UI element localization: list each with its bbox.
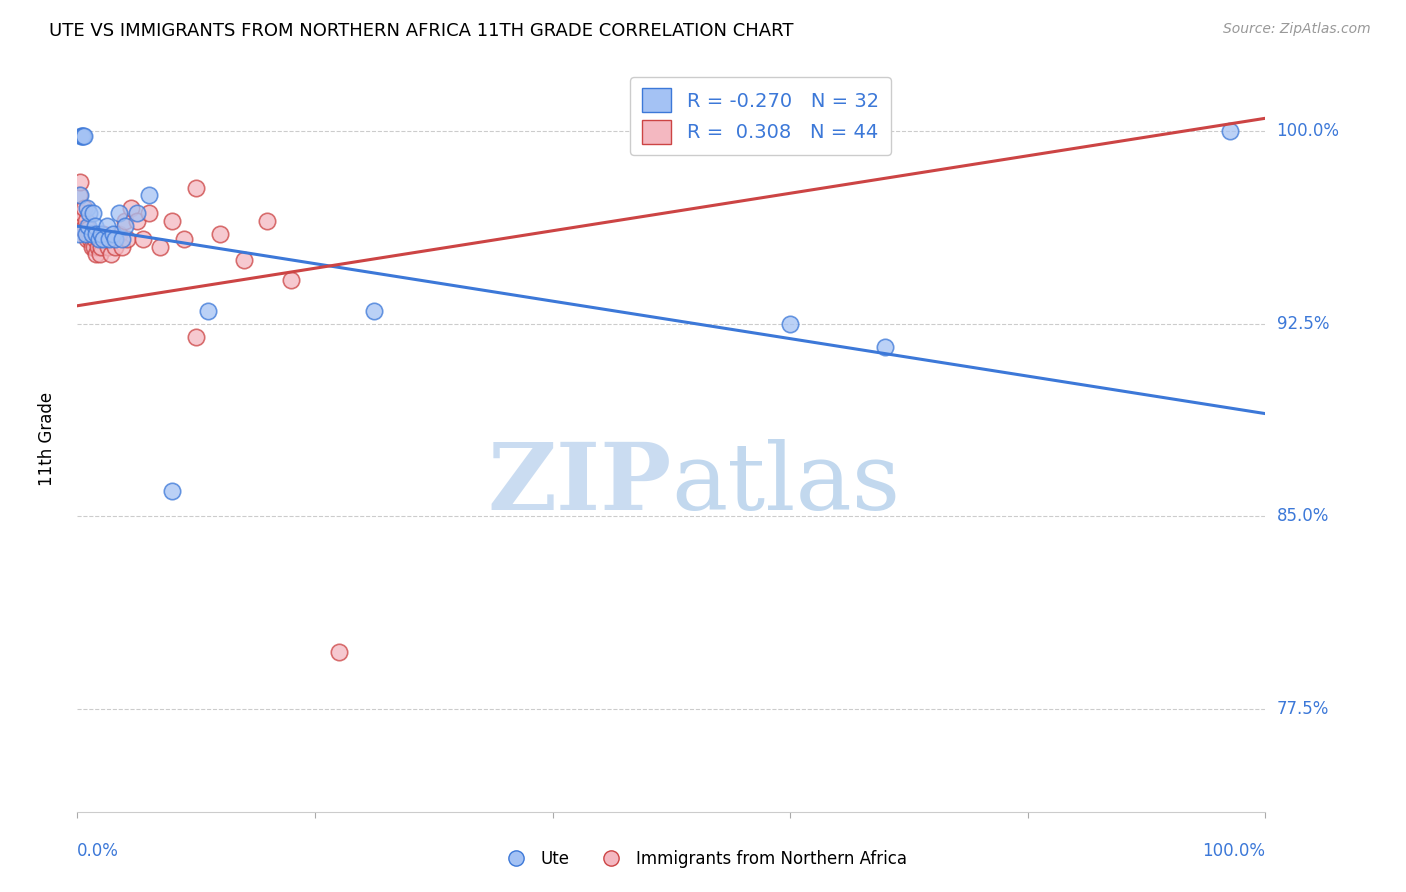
Point — [84, 219, 107, 234]
Point — [111, 240, 134, 254]
Point — [114, 214, 136, 228]
Point — [186, 180, 208, 194]
Point — [76, 232, 98, 246]
Point — [77, 221, 100, 235]
Point — [173, 232, 195, 246]
Point — [69, 188, 91, 202]
Point — [149, 240, 172, 254]
Point — [87, 232, 110, 246]
Point — [363, 304, 385, 318]
Point — [1219, 124, 1241, 138]
Point — [94, 232, 117, 246]
Point — [75, 214, 97, 228]
Point — [77, 206, 100, 220]
Point — [779, 317, 801, 331]
Point — [73, 201, 96, 215]
Point — [138, 188, 160, 202]
Point — [80, 227, 103, 241]
Point — [104, 240, 127, 254]
Point — [86, 240, 108, 254]
Point — [70, 214, 93, 228]
Point — [70, 129, 93, 144]
Point — [197, 304, 219, 318]
Point — [96, 219, 118, 234]
Point — [84, 232, 107, 246]
Point — [104, 232, 127, 246]
Text: 92.5%: 92.5% — [1277, 315, 1329, 333]
Point — [86, 247, 108, 261]
Point — [100, 247, 122, 261]
Point — [101, 227, 124, 241]
Point — [79, 232, 101, 246]
Point — [131, 232, 153, 246]
Point — [256, 214, 278, 228]
Point — [232, 252, 254, 267]
Point — [111, 232, 134, 246]
Point — [328, 645, 350, 659]
Point — [186, 329, 208, 343]
Point — [86, 227, 108, 241]
Point — [875, 340, 897, 354]
Legend: R = -0.270   N = 32, R =  0.308   N = 44: R = -0.270 N = 32, R = 0.308 N = 44 — [630, 77, 890, 155]
Point — [72, 129, 94, 144]
Point — [90, 240, 112, 254]
Point — [67, 227, 90, 241]
Point — [89, 247, 111, 261]
Text: 85.0%: 85.0% — [1277, 508, 1329, 525]
Point — [98, 232, 121, 246]
Legend: Ute, Immigrants from Northern Africa: Ute, Immigrants from Northern Africa — [492, 844, 914, 875]
Point — [82, 206, 104, 220]
Point — [77, 227, 100, 241]
Y-axis label: 11th Grade: 11th Grade — [38, 392, 56, 486]
Point — [70, 206, 93, 220]
Point — [162, 483, 184, 498]
Point — [125, 206, 148, 220]
Text: atlas: atlas — [672, 439, 901, 529]
Point — [108, 227, 131, 241]
Point — [115, 232, 138, 246]
Point — [120, 201, 142, 215]
Point — [108, 206, 131, 220]
Text: 100.0%: 100.0% — [1277, 122, 1340, 140]
Text: 100.0%: 100.0% — [1202, 842, 1265, 860]
Point — [138, 206, 160, 220]
Point — [67, 188, 90, 202]
Point — [80, 240, 103, 254]
Text: 77.5%: 77.5% — [1277, 700, 1329, 718]
Point — [73, 129, 96, 144]
Point — [97, 240, 120, 254]
Point — [83, 240, 105, 254]
Point — [93, 227, 115, 241]
Text: ZIP: ZIP — [486, 439, 672, 529]
Point — [280, 273, 302, 287]
Point — [208, 227, 231, 241]
Point — [69, 176, 91, 190]
Text: UTE VS IMMIGRANTS FROM NORTHERN AFRICA 11TH GRADE CORRELATION CHART: UTE VS IMMIGRANTS FROM NORTHERN AFRICA 1… — [49, 22, 794, 40]
Point — [76, 201, 98, 215]
Point — [87, 232, 110, 246]
Text: 0.0%: 0.0% — [77, 842, 120, 860]
Point — [162, 214, 184, 228]
Point — [125, 214, 148, 228]
Point — [75, 227, 97, 241]
Point — [114, 219, 136, 234]
Point — [70, 129, 93, 144]
Point — [77, 219, 100, 234]
Text: Source: ZipAtlas.com: Source: ZipAtlas.com — [1223, 22, 1371, 37]
Point — [93, 232, 115, 246]
Point — [82, 227, 104, 241]
Point — [90, 227, 112, 241]
Point — [101, 232, 124, 246]
Point — [72, 221, 94, 235]
